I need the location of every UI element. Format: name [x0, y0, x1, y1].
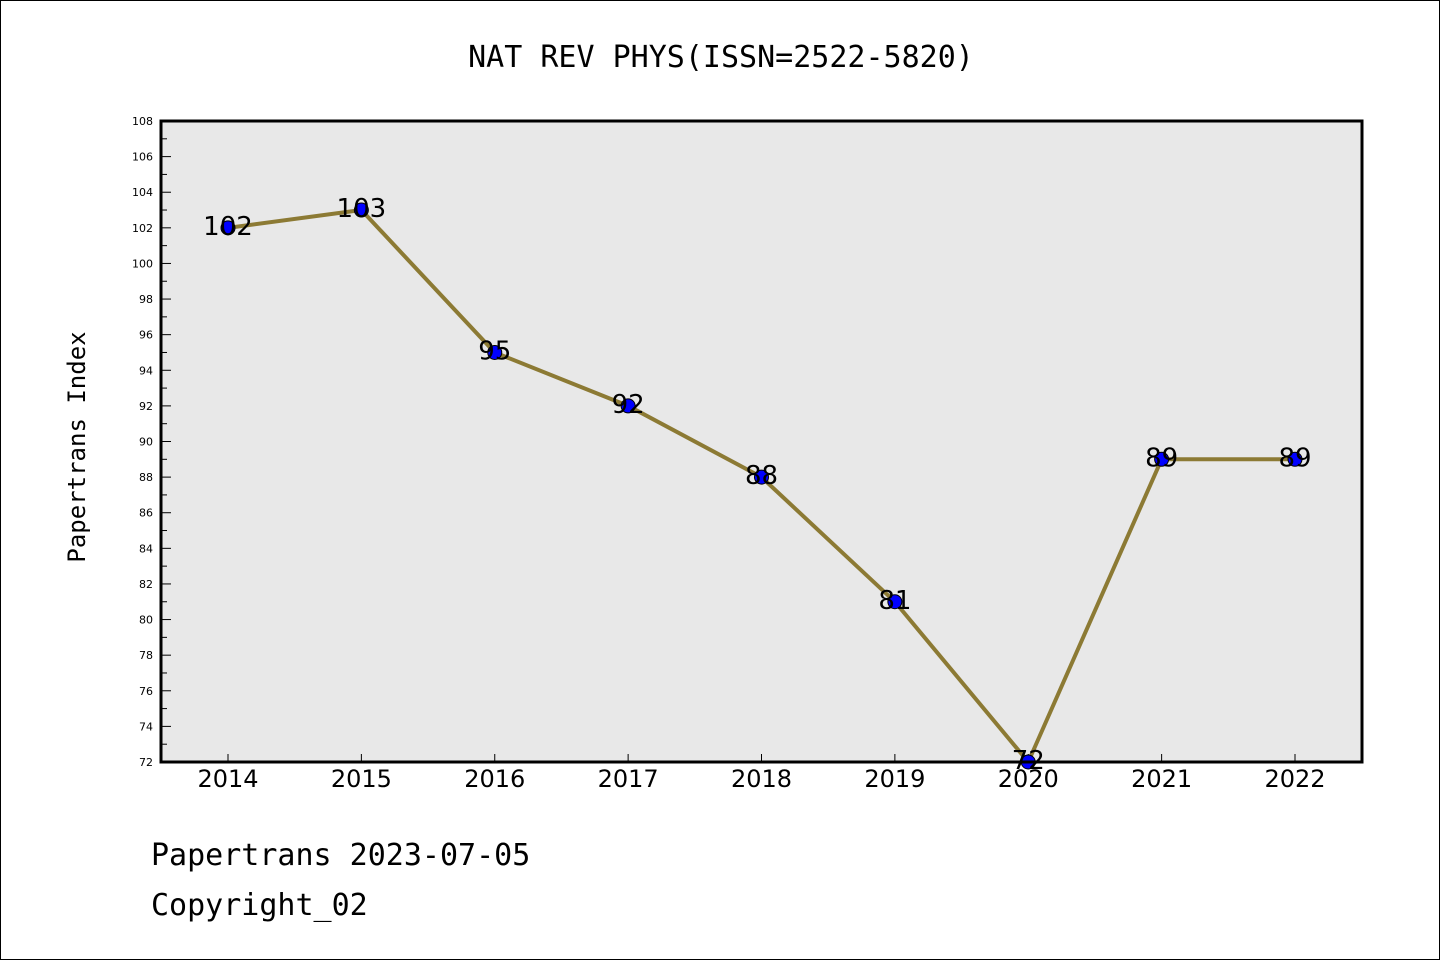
x-tick-label: 2019 — [864, 765, 925, 793]
x-tick-label: 2017 — [598, 765, 659, 793]
y-tick-label: 104 — [132, 186, 153, 199]
y-tick-label: 76 — [139, 685, 153, 698]
x-tick-label: 2018 — [731, 765, 792, 793]
y-axis-label: Papertrans Index — [63, 331, 91, 562]
y-axis-ticks: 72 74 76 78 80 82 84 86 88 90 92 94 96 98 100 102 104 106… — [132, 115, 171, 769]
data-point-marker — [1154, 451, 1170, 467]
y-tick-label: 98 — [139, 293, 153, 306]
footer-date: Papertrans 2023-07-05 — [151, 838, 530, 873]
data-point-marker — [487, 344, 503, 360]
x-axis-ticks: 2014 2015 2016 2017 2018 2019 2020 2021 2022 — [197, 754, 1326, 793]
data-point-label: 102 — [203, 212, 253, 242]
x-tick-label: 2020 — [998, 765, 1059, 793]
x-tick-label: 2022 — [1264, 765, 1325, 793]
y-tick-label: 92 — [139, 400, 153, 413]
y-tick-label: 84 — [139, 542, 153, 555]
x-tick-label: 2021 — [1131, 765, 1192, 793]
data-point-label: 88 — [745, 461, 778, 491]
data-point-label: 103 — [337, 194, 387, 224]
y-tick-label: 100 — [132, 257, 153, 270]
plot-border — [159, 119, 1364, 764]
y-tick-label: 108 — [132, 115, 153, 128]
data-point-marker — [620, 398, 636, 414]
y-tick-label: 74 — [139, 720, 153, 733]
y-tick-label: 94 — [139, 364, 153, 377]
data-point-label: 95 — [478, 336, 511, 366]
y-tick-label: 72 — [139, 756, 153, 769]
data-point-marker — [887, 594, 903, 610]
y-tick-label: 90 — [139, 436, 153, 449]
chart-title: NAT REV PHYS(ISSN=2522-5820) — [468, 40, 974, 75]
data-point-marker — [220, 220, 236, 236]
data-point-label: 89 — [1145, 443, 1178, 473]
y-tick-label: 78 — [139, 649, 153, 662]
y-tick-label: 102 — [132, 222, 153, 235]
data-point-marker — [1287, 451, 1303, 467]
data-point-marker — [353, 202, 369, 218]
data-point-label: 81 — [878, 586, 911, 616]
footer-copyright: Copyright_02 — [151, 888, 368, 923]
y-tick-label: 86 — [139, 507, 153, 520]
y-tick-label: 80 — [139, 614, 153, 627]
plot-area — [161, 121, 1362, 762]
y-tick-label: 106 — [132, 151, 153, 164]
data-point-marker — [754, 469, 769, 485]
x-tick-label: 2015 — [331, 765, 392, 793]
y-tick-label: 88 — [139, 471, 153, 484]
data-point-label: 89 — [1278, 443, 1311, 473]
y-tick-label: 96 — [139, 329, 153, 342]
data-point-label: 92 — [612, 390, 645, 420]
x-tick-label: 2014 — [197, 765, 258, 793]
y-tick-label: 82 — [139, 578, 153, 591]
x-tick-label: 2016 — [464, 765, 525, 793]
